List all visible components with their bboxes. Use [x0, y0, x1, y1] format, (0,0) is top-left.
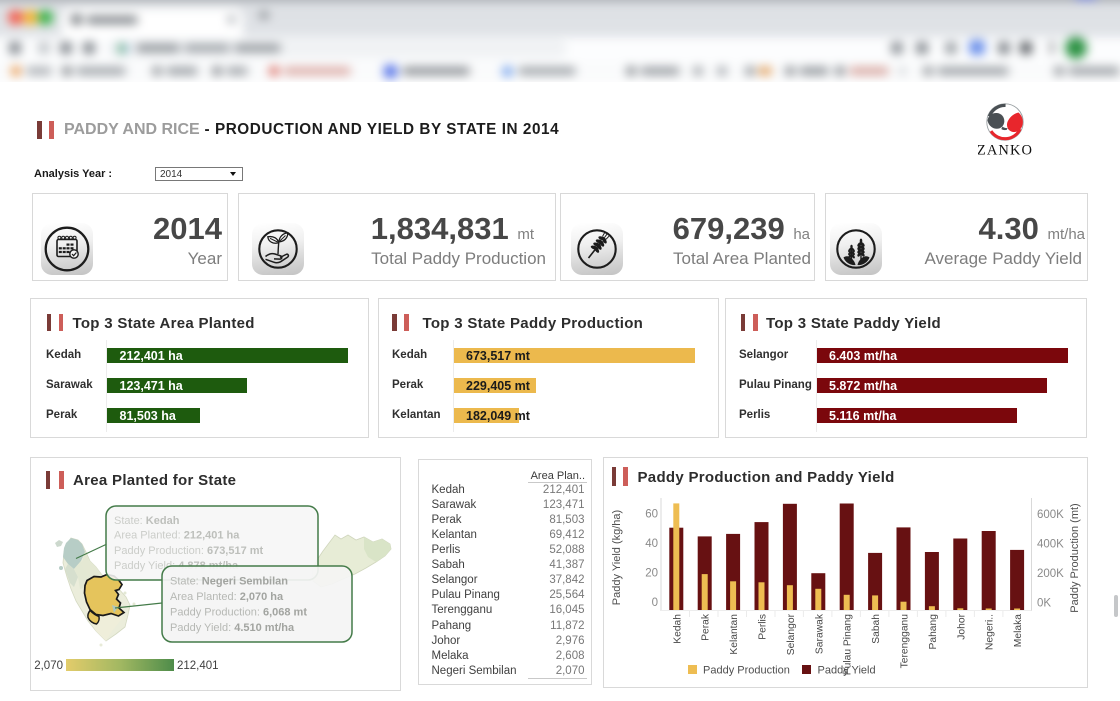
svg-text:Pahang: Pahang	[928, 614, 939, 650]
svg-text:200K: 200K	[1037, 568, 1064, 580]
svg-text:0K: 0K	[1037, 598, 1051, 610]
svg-text:Perlis: Perlis	[758, 614, 769, 640]
svg-text:400K: 400K	[1037, 539, 1064, 551]
svg-text:Selangor: Selangor	[786, 613, 797, 655]
svg-text:Paddy Production: Paddy Production	[703, 665, 790, 677]
svg-text:Kelantan: Kelantan	[729, 614, 740, 655]
svg-text:2,070: 2,070	[34, 660, 63, 672]
svg-text:Paddy Production (mt): Paddy Production (mt)	[1069, 503, 1081, 612]
svg-text:Paddy Production: 673,517 mt: Paddy Production: 673,517 mt	[114, 545, 264, 557]
svg-text:Area Planted: 2,070 ha: Area Planted: 2,070 ha	[170, 591, 284, 603]
svg-text:Pulau Pinang: Pulau Pinang	[843, 614, 854, 676]
svg-text:Terengganu: Terengganu	[900, 614, 911, 669]
svg-text:Area Planted: 212,401 ha: Area Planted: 212,401 ha	[114, 530, 240, 542]
svg-text:Paddy Yield: 4.510 mt/ha: Paddy Yield: 4.510 mt/ha	[170, 622, 295, 634]
svg-text:40: 40	[645, 538, 658, 550]
svg-text:Johor: Johor	[956, 613, 967, 639]
svg-text:Perak: Perak	[701, 613, 712, 641]
svg-text:0: 0	[652, 597, 658, 609]
svg-text:State: Negeri Sembilan: State: Negeri Sembilan	[170, 576, 288, 588]
svg-text:Paddy Yield: Paddy Yield	[818, 665, 876, 677]
svg-text:Kedah: Kedah	[672, 614, 683, 644]
svg-text:Sabah: Sabah	[871, 614, 882, 644]
svg-text:60: 60	[645, 508, 658, 520]
svg-text:Paddy Yield (kg/ha): Paddy Yield (kg/ha)	[611, 510, 623, 605]
svg-text:Sarawak: Sarawak	[814, 613, 825, 654]
svg-text:Melaka: Melaka	[1013, 614, 1024, 647]
svg-text:ZANKO: ZANKO	[978, 143, 1032, 159]
svg-text:20: 20	[645, 567, 658, 579]
svg-text:State: Kedah: State: Kedah	[114, 515, 180, 527]
svg-text:Paddy Production: 6,068 mt: Paddy Production: 6,068 mt	[170, 607, 307, 619]
svg-text:600K: 600K	[1037, 509, 1064, 521]
svg-text:212,401: 212,401	[177, 660, 219, 672]
svg-text:Negeri..: Negeri..	[985, 614, 996, 650]
